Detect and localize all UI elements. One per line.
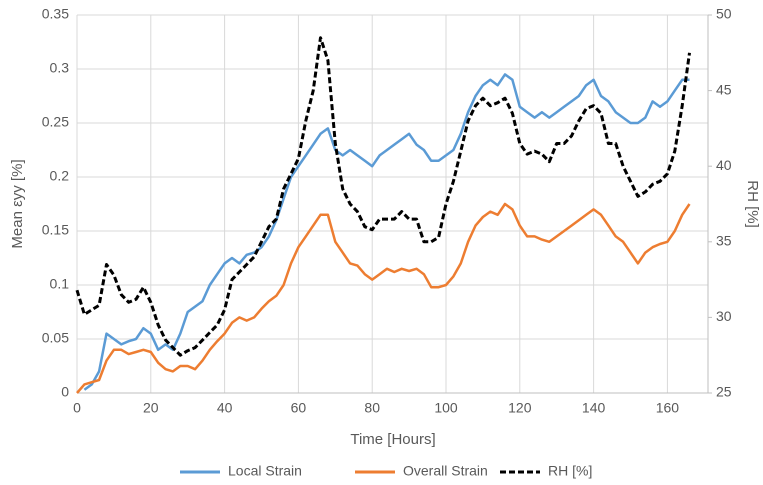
y2-axis-label: RH [%]: [744, 180, 761, 228]
y-axis-label: Mean εyy [%]: [9, 159, 26, 248]
legend-label: RH [%]: [548, 463, 592, 479]
y-tick-label: 0.05: [42, 330, 69, 346]
x-tick-label: 80: [364, 400, 380, 416]
x-tick-label: 140: [582, 400, 606, 416]
series-line: [83, 73, 690, 391]
x-tick-label: 0: [73, 400, 81, 416]
legend-label: Overall Strain: [403, 463, 488, 479]
y2-tick-label: 25: [716, 384, 732, 400]
y-tick-label: 0.2: [50, 168, 70, 184]
x-tick-label: 20: [143, 400, 159, 416]
y-tick-label: 0.3: [50, 60, 70, 76]
y-tick-label: 0.15: [42, 222, 69, 238]
y2-tick-label: 30: [716, 308, 732, 324]
y-tick-label: 0.1: [50, 276, 70, 292]
x-axis-label: Time [Hours]: [350, 431, 435, 448]
x-tick-label: 60: [291, 400, 307, 416]
series-line: [75, 36, 691, 357]
y2-tick-label: 35: [716, 233, 732, 249]
x-tick-label: 40: [217, 400, 233, 416]
y2-tick-label: 40: [716, 157, 732, 173]
x-tick-label: 120: [508, 400, 532, 416]
y-tick-label: 0: [61, 384, 69, 400]
legend-label: Local Strain: [228, 463, 302, 479]
y2-tick-label: 45: [716, 81, 732, 97]
y-tick-label: 0.25: [42, 114, 69, 130]
x-tick-label: 160: [656, 400, 680, 416]
y-tick-label: 0.35: [42, 6, 69, 22]
y2-tick-label: 50: [716, 6, 732, 22]
x-tick-label: 100: [434, 400, 458, 416]
series-line: [76, 202, 691, 394]
